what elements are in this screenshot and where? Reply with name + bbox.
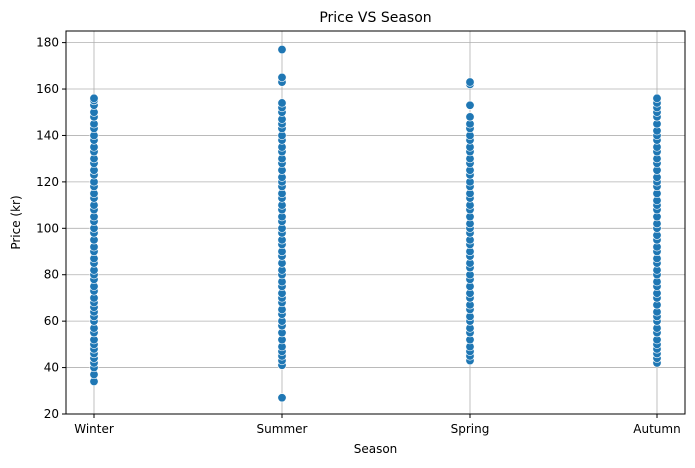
x-tick-label: Spring	[451, 422, 490, 436]
x-tick-label: Summer	[257, 422, 308, 436]
data-point	[277, 393, 287, 403]
x-axis-ticks: Winter Summer Spring Autumn	[74, 414, 681, 436]
data-point	[277, 45, 287, 55]
data-point	[465, 100, 475, 110]
y-tick-label: 100	[36, 221, 59, 235]
data-point	[277, 98, 287, 108]
data-points	[89, 45, 662, 403]
y-tick-label: 140	[36, 128, 59, 142]
data-point	[465, 112, 475, 122]
y-tick-label: 160	[36, 82, 59, 96]
y-tick-label: 40	[44, 361, 59, 375]
y-tick-label: 20	[44, 407, 59, 421]
x-tick-label: Winter	[74, 422, 114, 436]
y-axis-ticks: 20 40 60 80 100 120 140 160 180	[36, 36, 66, 421]
x-axis-title: Season	[354, 442, 398, 456]
data-point	[89, 93, 99, 103]
data-point	[277, 72, 287, 82]
y-tick-label: 60	[44, 314, 59, 328]
chart-title: Price VS Season	[319, 10, 431, 26]
y-tick-label: 80	[44, 268, 59, 282]
data-point	[465, 77, 475, 87]
x-tick-label: Autumn	[633, 422, 680, 436]
y-tick-label: 120	[36, 175, 59, 189]
plot-frame	[65, 30, 686, 415]
data-point	[652, 93, 662, 103]
y-tick-label: 180	[36, 36, 59, 50]
y-axis-title: Price (kr)	[9, 195, 23, 249]
